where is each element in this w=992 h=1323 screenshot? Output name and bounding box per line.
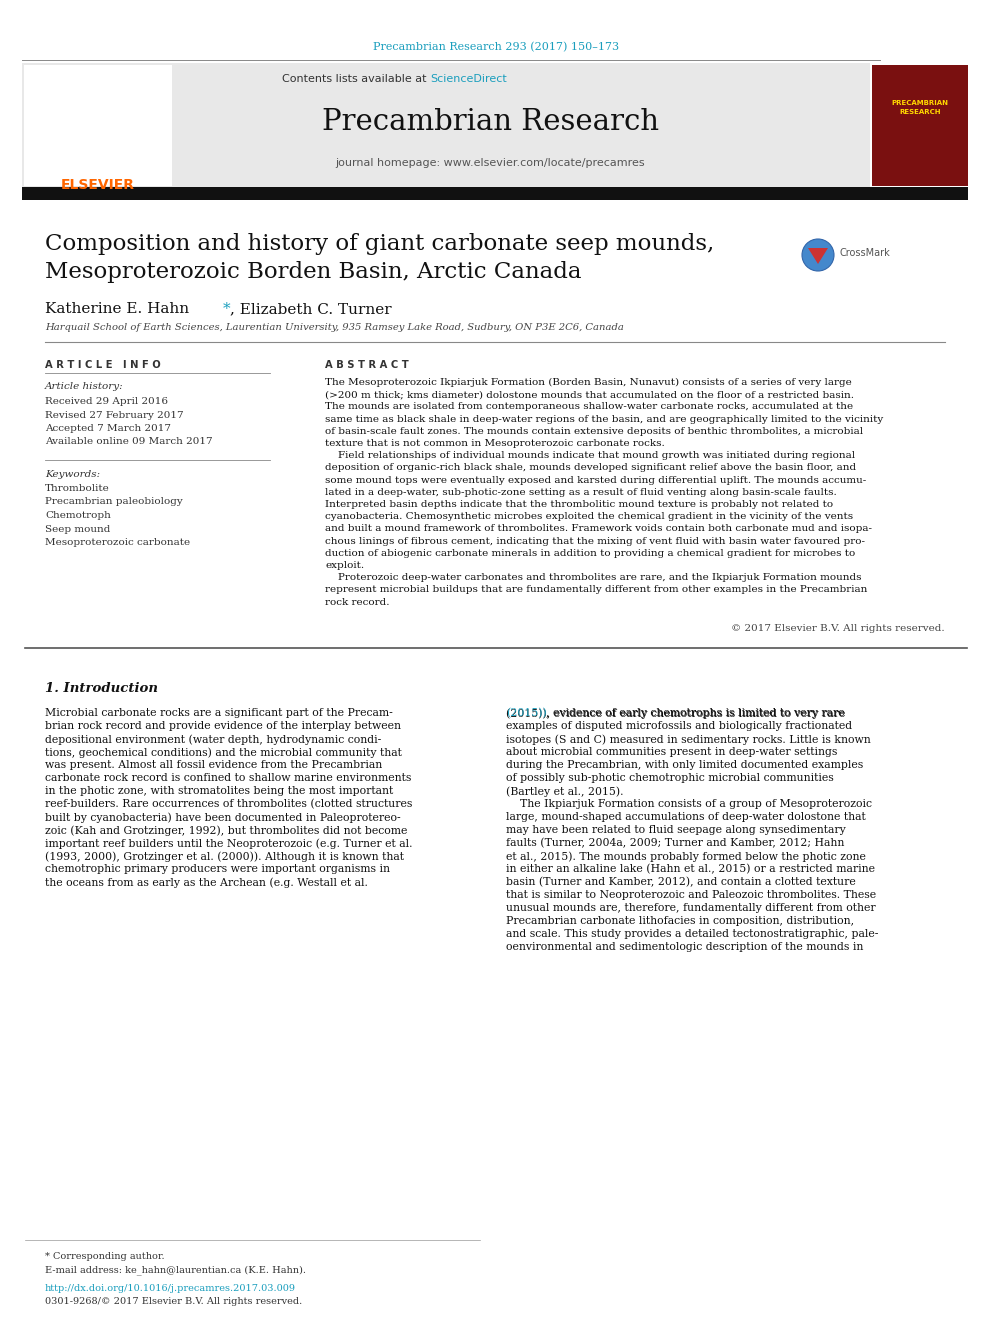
Text: Proterozoic deep-water carbonates and thrombolites are rare, and the Ikpiarjuk F: Proterozoic deep-water carbonates and th… — [325, 573, 861, 582]
Text: large, mound-shaped accumulations of deep-water dolostone that: large, mound-shaped accumulations of dee… — [506, 812, 866, 822]
Text: cyanobacteria. Chemosynthetic microbes exploited the chemical gradient in the vi: cyanobacteria. Chemosynthetic microbes e… — [325, 512, 853, 521]
Text: Precambrian Research 293 (2017) 150–173: Precambrian Research 293 (2017) 150–173 — [373, 42, 619, 53]
Text: of basin-scale fault zones. The mounds contain extensive deposits of benthic thr: of basin-scale fault zones. The mounds c… — [325, 427, 863, 435]
Text: Mesoproterozoic carbonate: Mesoproterozoic carbonate — [45, 538, 190, 546]
Text: and scale. This study provides a detailed tectonostratigraphic, pale-: and scale. This study provides a detaile… — [506, 929, 878, 939]
Text: PRECAMBRIAN
RESEARCH: PRECAMBRIAN RESEARCH — [892, 101, 948, 115]
Text: Received 29 April 2016: Received 29 April 2016 — [45, 397, 168, 406]
Text: CrossMark: CrossMark — [840, 247, 891, 258]
Text: Composition and history of giant carbonate seep mounds,: Composition and history of giant carbona… — [45, 233, 714, 255]
Text: oenvironmental and sedimentologic description of the mounds in: oenvironmental and sedimentologic descri… — [506, 942, 863, 953]
Text: Precambrian Research: Precambrian Research — [321, 108, 659, 136]
Text: © 2017 Elsevier B.V. All rights reserved.: © 2017 Elsevier B.V. All rights reserved… — [731, 624, 945, 632]
Text: in the photic zone, with stromatolites being the most important: in the photic zone, with stromatolites b… — [45, 786, 393, 796]
Text: (>200 m thick; kms diameter) dolostone mounds that accumulated on the floor of a: (>200 m thick; kms diameter) dolostone m… — [325, 390, 854, 400]
Text: Keywords:: Keywords: — [45, 470, 100, 479]
Text: that is similar to Neoproterozoic and Paleozoic thrombolites. These: that is similar to Neoproterozoic and Pa… — [506, 890, 876, 900]
Text: , Elizabeth C. Turner: , Elizabeth C. Turner — [230, 302, 392, 316]
Text: 0301-9268/© 2017 Elsevier B.V. All rights reserved.: 0301-9268/© 2017 Elsevier B.V. All right… — [45, 1297, 303, 1306]
Text: deposition of organic-rich black shale, mounds developed significant relief abov: deposition of organic-rich black shale, … — [325, 463, 856, 472]
Text: some mound tops were eventually exposed and karsted during differential uplift. : some mound tops were eventually exposed … — [325, 475, 866, 484]
Text: Field relationships of individual mounds indicate that mound growth was initiate: Field relationships of individual mounds… — [325, 451, 855, 460]
Text: (2015)), evidence of early chemotrophs is limited to very rare: (2015)), evidence of early chemotrophs i… — [506, 708, 845, 718]
Text: Thrombolite: Thrombolite — [45, 484, 110, 493]
Text: chemotrophic primary producers were important organisms in: chemotrophic primary producers were impo… — [45, 864, 390, 875]
Text: unusual mounds are, therefore, fundamentally different from other: unusual mounds are, therefore, fundament… — [506, 904, 876, 913]
Text: E-mail address: ke_hahn@laurentian.ca (K.E. Hahn).: E-mail address: ke_hahn@laurentian.ca (K… — [45, 1265, 306, 1275]
Text: Chemotroph: Chemotroph — [45, 511, 111, 520]
Text: Revised 27 February 2017: Revised 27 February 2017 — [45, 410, 184, 419]
Text: built by cyanobacteria) have been documented in Paleoprotereo-: built by cyanobacteria) have been docume… — [45, 812, 401, 823]
Text: *: * — [223, 302, 230, 316]
Text: Harquail School of Earth Sciences, Laurentian University, 935 Ramsey Lake Road, : Harquail School of Earth Sciences, Laure… — [45, 323, 624, 332]
Text: depositional environment (water depth, hydrodynamic condi-: depositional environment (water depth, h… — [45, 734, 381, 745]
Text: 1. Introduction: 1. Introduction — [45, 681, 158, 695]
Text: of possibly sub-photic chemotrophic microbial communities: of possibly sub-photic chemotrophic micr… — [506, 773, 833, 783]
Text: A R T I C L E   I N F O: A R T I C L E I N F O — [45, 360, 161, 370]
Text: (2015)): (2015)) — [506, 708, 547, 718]
Text: Microbial carbonate rocks are a significant part of the Precam-: Microbial carbonate rocks are a signific… — [45, 708, 393, 718]
Text: rock record.: rock record. — [325, 598, 390, 607]
Text: Precambrian carbonate lithofacies in composition, distribution,: Precambrian carbonate lithofacies in com… — [506, 916, 854, 926]
Text: in either an alkaline lake (Hahn et al., 2015) or a restricted marine: in either an alkaline lake (Hahn et al.,… — [506, 864, 875, 875]
Text: journal homepage: www.elsevier.com/locate/precamres: journal homepage: www.elsevier.com/locat… — [335, 157, 645, 168]
Text: faults (Turner, 2004a, 2009; Turner and Kamber, 2012; Hahn: faults (Turner, 2004a, 2009; Turner and … — [506, 837, 844, 848]
Text: http://dx.doi.org/10.1016/j.precamres.2017.03.009: http://dx.doi.org/10.1016/j.precamres.20… — [45, 1285, 296, 1293]
Text: Contents lists available at: Contents lists available at — [282, 74, 430, 83]
Text: ScienceDirect: ScienceDirect — [430, 74, 507, 83]
Text: ELSEVIER: ELSEVIER — [61, 179, 135, 192]
Bar — [22, 187, 968, 200]
Text: carbonate rock record is confined to shallow marine environments: carbonate rock record is confined to sha… — [45, 773, 412, 783]
Text: and built a mound framework of thrombolites. Framework voids contain both carbon: and built a mound framework of thromboli… — [325, 524, 872, 533]
Text: et al., 2015). The mounds probably formed below the photic zone: et al., 2015). The mounds probably forme… — [506, 851, 866, 861]
Text: basin (Turner and Kamber, 2012), and contain a clotted texture: basin (Turner and Kamber, 2012), and con… — [506, 877, 856, 888]
Circle shape — [802, 239, 834, 271]
Text: important reef builders until the Neoproterozoic (e.g. Turner et al.: important reef builders until the Neopro… — [45, 837, 413, 848]
Text: about microbial communities present in deep-water settings: about microbial communities present in d… — [506, 747, 837, 757]
Text: tions, geochemical conditions) and the microbial community that: tions, geochemical conditions) and the m… — [45, 747, 402, 758]
Text: texture that is not common in Mesoproterozoic carbonate rocks.: texture that is not common in Mesoproter… — [325, 439, 665, 448]
Text: Article history:: Article history: — [45, 382, 124, 392]
Polygon shape — [808, 247, 828, 265]
Text: The Ikpiarjuk Formation consists of a group of Mesoproterozoic: The Ikpiarjuk Formation consists of a gr… — [506, 799, 872, 808]
Text: during the Precambrian, with only limited documented examples: during the Precambrian, with only limite… — [506, 759, 863, 770]
Bar — [22, 64, 870, 188]
Text: A B S T R A C T: A B S T R A C T — [325, 360, 409, 370]
Bar — [872, 65, 968, 187]
Text: Precambrian paleobiology: Precambrian paleobiology — [45, 497, 183, 507]
Text: duction of abiogenic carbonate minerals in addition to providing a chemical grad: duction of abiogenic carbonate minerals … — [325, 549, 855, 558]
Bar — [24, 65, 172, 187]
Text: Mesoproterozoic Borden Basin, Arctic Canada: Mesoproterozoic Borden Basin, Arctic Can… — [45, 261, 581, 283]
Text: , evidence of early chemotrophs is limited to very rare: , evidence of early chemotrophs is limit… — [546, 708, 844, 718]
Text: represent microbial buildups that are fundamentally different from other example: represent microbial buildups that are fu… — [325, 585, 867, 594]
Text: (Bartley et al., 2015).: (Bartley et al., 2015). — [506, 786, 624, 796]
Text: lated in a deep-water, sub-photic-zone setting as a result of fluid venting alon: lated in a deep-water, sub-photic-zone s… — [325, 488, 836, 497]
Text: Seep mound: Seep mound — [45, 524, 110, 533]
Text: zoic (Kah and Grotzinger, 1992), but thrombolites did not become: zoic (Kah and Grotzinger, 1992), but thr… — [45, 826, 408, 836]
Text: (1993, 2000), Grotzinger et al. (2000)). Although it is known that: (1993, 2000), Grotzinger et al. (2000)).… — [45, 851, 404, 861]
Text: Accepted 7 March 2017: Accepted 7 March 2017 — [45, 423, 171, 433]
Text: reef-builders. Rare occurrences of thrombolites (clotted structures: reef-builders. Rare occurrences of throm… — [45, 799, 413, 810]
Text: chous linings of fibrous cement, indicating that the mixing of vent fluid with b: chous linings of fibrous cement, indicat… — [325, 537, 865, 545]
Text: The mounds are isolated from contemporaneous shallow-water carbonate rocks, accu: The mounds are isolated from contemporan… — [325, 402, 853, 411]
Text: was present. Almost all fossil evidence from the Precambrian: was present. Almost all fossil evidence … — [45, 759, 382, 770]
Text: same time as black shale in deep-water regions of the basin, and are geographica: same time as black shale in deep-water r… — [325, 414, 883, 423]
Text: exploit.: exploit. — [325, 561, 364, 570]
Text: may have been related to fluid seepage along synsedimentary: may have been related to fluid seepage a… — [506, 826, 846, 835]
Text: The Mesoproterozoic Ikpiarjuk Formation (Borden Basin, Nunavut) consists of a se: The Mesoproterozoic Ikpiarjuk Formation … — [325, 378, 852, 388]
Text: * Corresponding author.: * Corresponding author. — [45, 1252, 165, 1261]
Text: Available online 09 March 2017: Available online 09 March 2017 — [45, 438, 212, 446]
Text: isotopes (S and C) measured in sedimentary rocks. Little is known: isotopes (S and C) measured in sedimenta… — [506, 734, 871, 745]
Text: brian rock record and provide evidence of the interplay between: brian rock record and provide evidence o… — [45, 721, 401, 732]
Text: examples of disputed microfossils and biologically fractionated: examples of disputed microfossils and bi… — [506, 721, 852, 732]
Text: the oceans from as early as the Archean (e.g. Westall et al.: the oceans from as early as the Archean … — [45, 877, 368, 888]
Text: Katherine E. Hahn: Katherine E. Hahn — [45, 302, 189, 316]
Text: Interpreted basin depths indicate that the thrombolitic mound texture is probabl: Interpreted basin depths indicate that t… — [325, 500, 833, 509]
